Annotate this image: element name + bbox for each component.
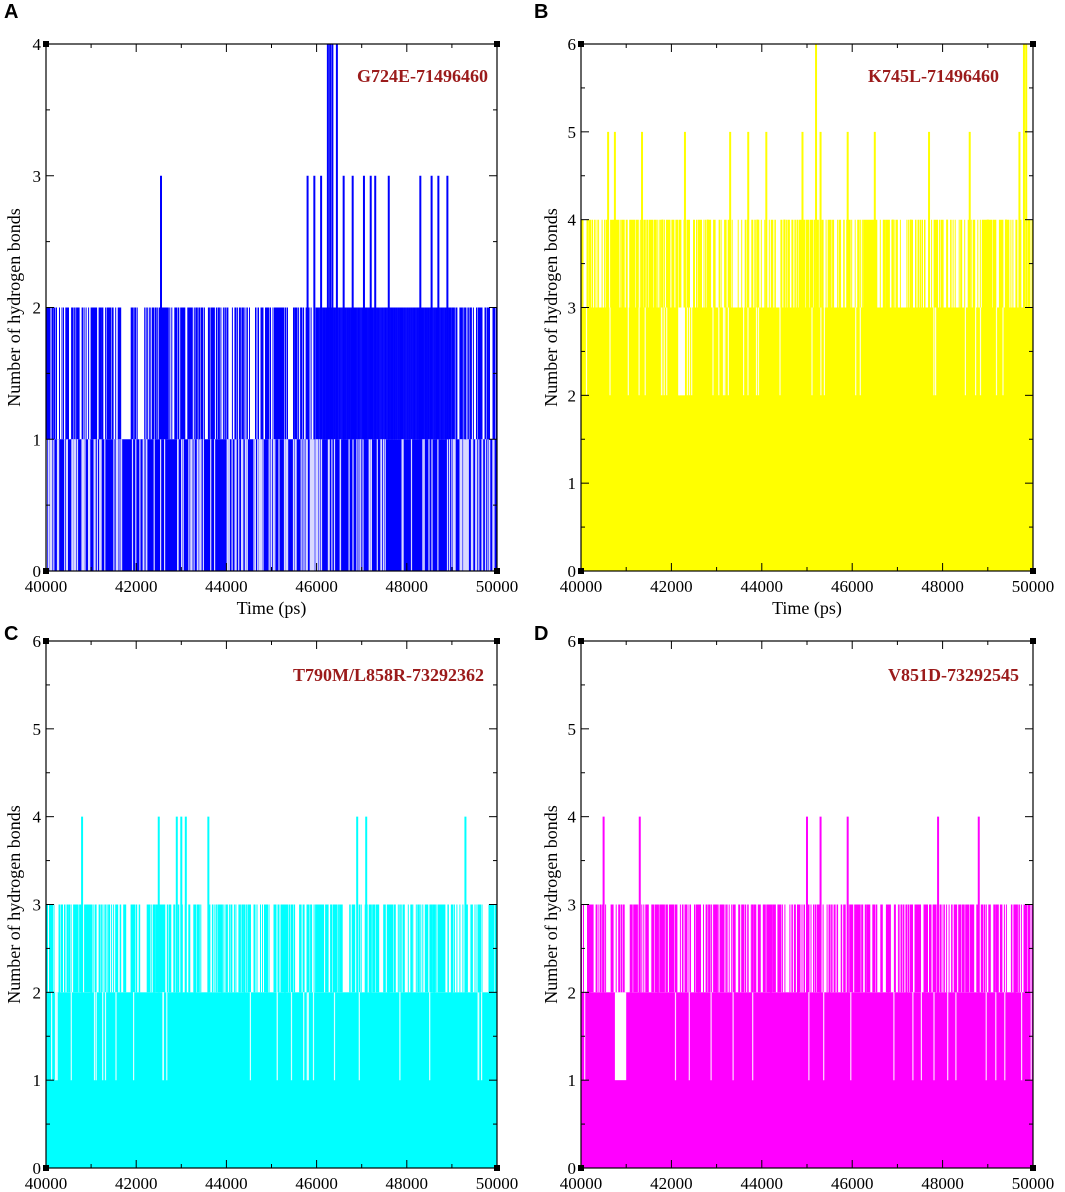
- x-tick-label: 48000: [921, 1174, 964, 1192]
- y-axis-label: Number of hydrogen bonds: [4, 805, 24, 1003]
- series-hbonds: [581, 816, 1034, 1168]
- y-axis-label: Number of hydrogen bonds: [541, 805, 561, 1003]
- y-tick-label: 6: [568, 632, 577, 651]
- x-tick-label: 50000: [476, 1174, 519, 1192]
- chart-panel-d: D 0 1 2 3 4 5 6 40000 42000 44000 46000 48000 50000 Nu…: [534, 623, 1054, 1192]
- y-tick-label: 3: [33, 896, 42, 915]
- y-tick-label: 2: [33, 983, 42, 1002]
- panel-letter: D: [534, 623, 548, 645]
- series-noise: [581, 219, 1033, 308]
- chart-title: T790M/L858R-73292362: [293, 665, 484, 685]
- series-dip: [614, 992, 627, 1081]
- y-tick-label: 0: [33, 562, 42, 581]
- x-tick-label: 42000: [115, 1174, 158, 1192]
- x-axis-label: Time (ps): [772, 598, 842, 619]
- panel-letter: C: [4, 623, 18, 645]
- series-noise: [46, 904, 497, 993]
- y-tick-label: 3: [33, 167, 42, 186]
- y-tick-label: 4: [33, 808, 42, 827]
- x-tick-label: 50000: [1012, 1174, 1055, 1192]
- x-tick-label: 46000: [295, 1174, 338, 1192]
- y-tick-label: 1: [568, 474, 577, 493]
- y-tick-label: 3: [568, 299, 577, 318]
- x-tick-label: 42000: [650, 1174, 693, 1192]
- y-tick-label: 1: [33, 430, 42, 449]
- x-tick-label: 46000: [831, 577, 874, 596]
- y-tick-label: 2: [568, 983, 577, 1002]
- y-tick-label: 5: [568, 720, 577, 739]
- series-base-fill: [581, 307, 1033, 571]
- y-tick-label: 4: [568, 808, 577, 827]
- y-tick-label: 5: [568, 123, 577, 142]
- series-base-fill: [46, 992, 497, 1168]
- panel-letter: B: [534, 1, 548, 23]
- y-tick-label: 4: [33, 35, 42, 54]
- x-tick-label: 48000: [921, 577, 964, 596]
- chart-title: K745L-71496460: [868, 66, 999, 86]
- y-tick-label: 0: [33, 1159, 42, 1178]
- chart-panel-b: B 0 1 2 3 4 5 6 40000 42000 44000 46000 48000 50000 Ti…: [534, 1, 1054, 619]
- series-drops: [51, 992, 483, 1081]
- x-tick-label: 42000: [115, 577, 158, 596]
- x-tick-label: 40000: [25, 577, 68, 596]
- x-tick-label: 50000: [1012, 577, 1055, 596]
- x-tick-label: 40000: [560, 1174, 603, 1192]
- chart-panel-a: A 0 1 2 3 4 40000 42000 44000 46000 48000 50000 Time…: [4, 1, 518, 619]
- series-dip: [678, 307, 685, 396]
- series-drops: [585, 307, 1004, 396]
- x-tick-label: 48000: [386, 577, 429, 596]
- y-tick-label: 6: [568, 35, 577, 54]
- chart-title: G724E-71496460: [357, 66, 488, 86]
- x-tick-label: 40000: [560, 577, 603, 596]
- y-tick-label: 5: [33, 720, 42, 739]
- x-tick-label: 48000: [386, 1174, 429, 1192]
- y-tick-label: 6: [33, 632, 42, 651]
- x-tick-label: 50000: [476, 577, 519, 596]
- series-hbonds: [46, 816, 497, 1168]
- y-tick-label: 1: [568, 1071, 577, 1090]
- y-tick-label: 0: [568, 562, 577, 581]
- y-tick-label: 3: [568, 896, 577, 915]
- series-hbonds: [581, 44, 1033, 571]
- y-axis-label: Number of hydrogen bonds: [4, 208, 24, 406]
- y-tick-label: 1: [33, 1071, 42, 1090]
- y-tick-label: 2: [33, 299, 42, 318]
- x-tick-label: 44000: [741, 1174, 784, 1192]
- chart-panel-c: C 0 1 2 3 4 5 6 40000 42000 44000 46000 48000 50000 Nu…: [4, 623, 518, 1192]
- y-axis-label: Number of hydrogen bonds: [541, 208, 561, 406]
- chart-title: V851D-73292545: [888, 665, 1019, 685]
- x-tick-label: 46000: [831, 1174, 874, 1192]
- series-drops: [46, 439, 495, 571]
- x-tick-label: 46000: [295, 577, 338, 596]
- x-tick-label: 44000: [205, 1174, 248, 1192]
- y-tick-label: 0: [568, 1159, 577, 1178]
- panel-letter: A: [4, 1, 18, 23]
- series-hbonds: [46, 44, 498, 571]
- x-tick-label: 40000: [25, 1174, 68, 1192]
- y-tick-label: 2: [568, 386, 577, 405]
- x-tick-label: 44000: [741, 577, 784, 596]
- x-tick-label: 42000: [650, 577, 693, 596]
- x-axis-label: Time (ps): [237, 598, 307, 619]
- series-plateau: [316, 307, 452, 440]
- x-tick-label: 44000: [205, 577, 248, 596]
- series-base-fill: [581, 992, 1033, 1168]
- y-tick-label: 4: [568, 211, 577, 230]
